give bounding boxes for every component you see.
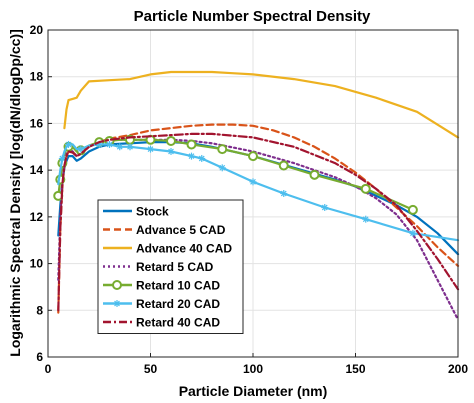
data-point (278, 160, 289, 171)
data-point (126, 143, 134, 151)
series-line-0 (57, 141, 460, 256)
chart-title: Particle Number Spectral Density (134, 8, 371, 25)
data-point (106, 140, 113, 148)
y-axis-label: Logarithmic Spectral Density [log(dN/dlo… (7, 29, 23, 356)
data-point (280, 190, 288, 197)
legend-entry: Stock (136, 205, 169, 219)
legend-entry: Retard 20 CAD (136, 297, 220, 311)
data-point (218, 164, 226, 172)
x-tick-label: 100 (243, 362, 263, 376)
legend-entry: Advance 40 CAD (136, 242, 232, 256)
data-point (362, 215, 370, 223)
x-tick-label: 50 (144, 362, 158, 376)
data-point (147, 145, 154, 153)
data-point (217, 144, 228, 155)
legend-entry: Retard 10 CAD (136, 279, 220, 293)
legend-entry: Retard 5 CAD (136, 260, 214, 274)
legend-box (97, 199, 244, 334)
series-line-6 (57, 132, 460, 312)
data-point (407, 204, 418, 215)
legend-entry: Retard 40 CAD (136, 316, 220, 330)
y-tick-label: 16 (30, 116, 44, 130)
data-point (65, 140, 72, 148)
data-point (188, 152, 195, 160)
legend: Stock Advance 5 CAD Advance 40 CAD Retard 5… (97, 199, 244, 334)
data-point (248, 151, 258, 162)
y-tick-label: 8 (36, 303, 43, 317)
x-tick-label: 200 (448, 362, 468, 376)
data-point (166, 135, 176, 146)
y-tick-label: 10 (30, 257, 44, 271)
data-point (198, 154, 206, 162)
data-point (113, 300, 121, 307)
data-point (249, 178, 257, 186)
data-point (167, 147, 175, 155)
data-point (186, 139, 197, 150)
data-point (360, 183, 371, 194)
y-tick-label: 12 (30, 210, 44, 224)
data-point (321, 204, 329, 212)
ticks: 0 50 100 150 200 6 8 10 12 14 16 18 20 (30, 23, 469, 376)
data-point (112, 280, 122, 290)
y-tick-label: 20 (30, 23, 44, 37)
y-tick-label: 6 (36, 350, 43, 364)
data-point (409, 229, 417, 237)
y-tick-label: 14 (30, 163, 44, 177)
legend-entry: Advance 5 CAD (136, 223, 226, 237)
y-tick-label: 18 (30, 70, 44, 84)
data-point (116, 143, 124, 151)
series-layer (53, 70, 460, 321)
data-point (309, 169, 320, 180)
plot-area: 0 50 100 150 200 6 8 10 12 14 16 18 20 (30, 23, 469, 376)
x-axis-label: Particle Diameter (nm) (179, 383, 328, 399)
x-tick-label: 0 (45, 362, 52, 376)
data-point (77, 145, 85, 153)
series-line-2 (63, 70, 460, 139)
x-tick-label: 150 (345, 362, 365, 376)
data-point (58, 154, 66, 162)
